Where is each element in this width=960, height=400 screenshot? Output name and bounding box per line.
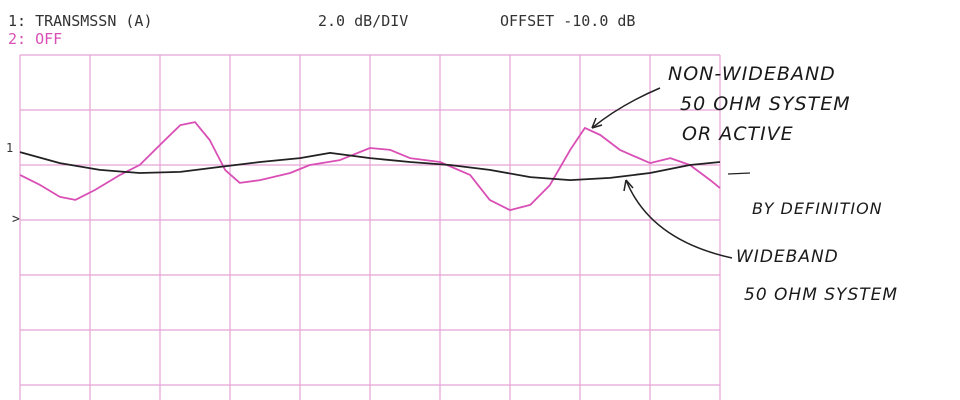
arrow [625,179,733,259]
arrow-head [591,117,603,129]
trace-line [19,121,721,211]
reference-marker: 1 [6,141,13,155]
annotation: NON-WIDEBAND [668,63,836,85]
offset-label: OFFSET -10.0 dB [500,12,635,30]
trace2-label: 2: OFF [8,30,62,48]
traces [19,121,721,211]
arrow [591,87,661,129]
annotation: BY DEFINITION [752,199,883,218]
pen-stroke [727,172,751,175]
annotation: WIDEBAND [736,247,839,267]
trace1-label: 1: TRANSMSSN (A) [8,12,153,30]
marker-symbol: > [12,212,20,227]
annotation: 50 OHM SYSTEM [744,285,898,305]
grid [19,54,721,400]
arrow-head [623,179,634,192]
annotation: 50 OHM SYSTEM [680,93,851,115]
trace-line [19,151,721,181]
annotation: OR ACTIVE [682,123,794,145]
scale-label: 2.0 dB/DIV [318,12,408,30]
